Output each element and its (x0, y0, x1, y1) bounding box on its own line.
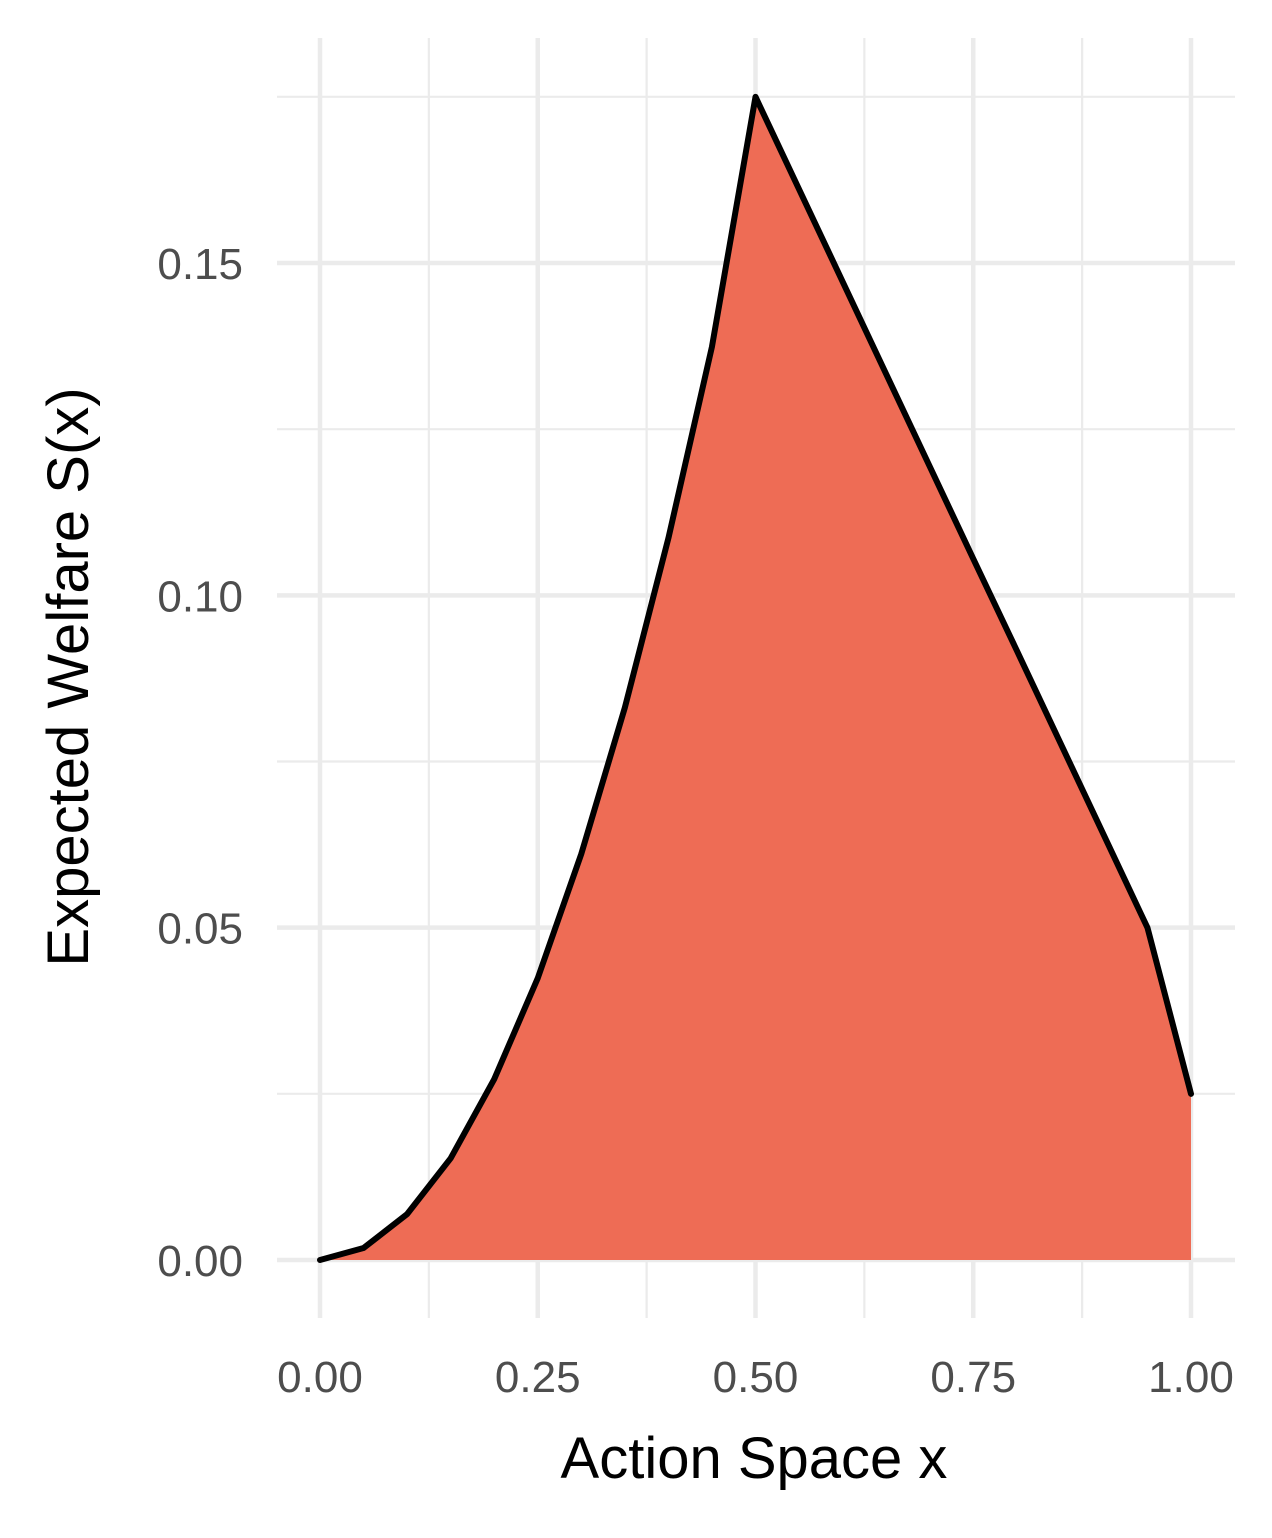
line-layer (317, 93, 1194, 1263)
y-tick-label: 0.00 (157, 1237, 243, 1286)
x-tick-label: 0.75 (930, 1353, 1016, 1402)
welfare-area (320, 96, 1191, 1261)
x-tick-label: 1.00 (1148, 1353, 1234, 1402)
x-tick-label: 0.50 (713, 1353, 799, 1402)
area-layer (320, 96, 1191, 1261)
y-axis-title: Expected Welfare S(x) (36, 387, 101, 966)
y-tick-label: 0.15 (157, 240, 243, 289)
x-tick-label: 0.00 (277, 1353, 363, 1402)
x-axis-ticks: 0.00 0.25 0.50 0.75 1.00 (277, 1353, 1234, 1402)
x-axis-title: Action Space x (561, 1426, 948, 1491)
welfare-line (317, 93, 1194, 1263)
x-tick-label: 0.25 (495, 1353, 581, 1402)
y-tick-label: 0.10 (157, 572, 243, 621)
y-axis-ticks: 0.00 0.05 0.10 0.15 (157, 240, 243, 1286)
y-tick-label: 0.05 (157, 905, 243, 954)
